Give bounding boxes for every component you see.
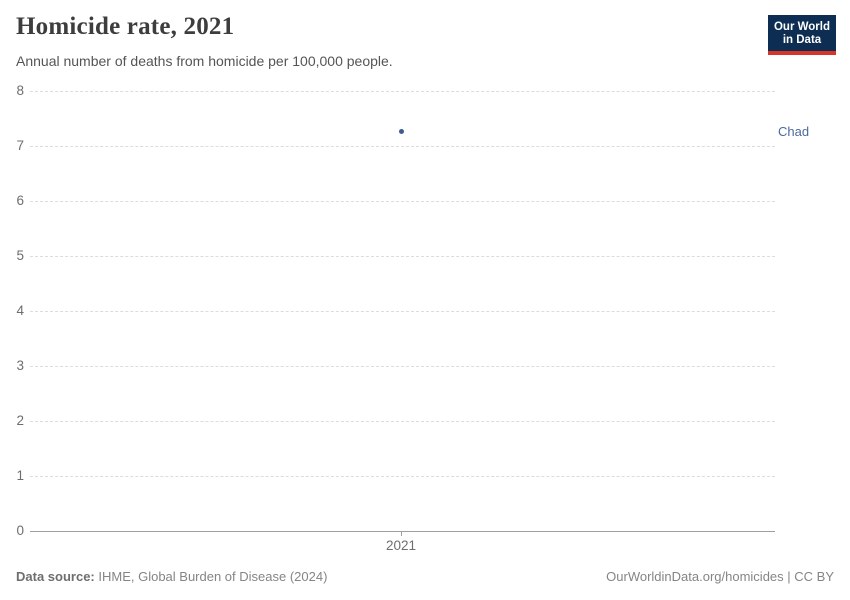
- owid-logo-line2: in Data: [782, 34, 822, 46]
- chart-subtitle: Annual number of deaths from homicide pe…: [16, 53, 393, 69]
- gridline: [30, 146, 775, 147]
- y-axis-tick-label: 3: [16, 358, 24, 373]
- x-axis-baseline: [30, 531, 775, 532]
- data-source-link[interactable]: IHME, Global Burden of Disease (2024): [94, 569, 328, 584]
- gridline: [30, 256, 775, 257]
- y-axis-tick-label: 1: [16, 468, 24, 483]
- data-point-chad[interactable]: [399, 129, 404, 135]
- gridline: [30, 91, 775, 92]
- y-axis-tick-label: 4: [16, 303, 24, 318]
- x-axis-tick-mark: [401, 531, 402, 536]
- y-axis-tick-label: 2: [16, 413, 24, 428]
- y-axis-tick-label: 6: [16, 193, 24, 208]
- entity-label-chad[interactable]: Chad: [778, 124, 810, 140]
- y-axis-tick-label: 5: [16, 248, 24, 263]
- owid-logo-line1: Our World: [773, 21, 830, 33]
- page-title: Homicide rate, 2021: [16, 13, 235, 40]
- data-source-label: Data source:: [16, 569, 95, 584]
- gridline: [30, 476, 775, 477]
- credit-link[interactable]: OurWorldinData.org/homicides | CC BY: [606, 569, 834, 584]
- y-axis-tick-label: 8: [16, 83, 24, 98]
- owid-logo[interactable]: Our World in Data: [768, 15, 836, 55]
- y-axis-tick-label: 7: [16, 138, 24, 153]
- x-axis-tick-label: 2021: [385, 538, 417, 553]
- gridline: [30, 421, 775, 422]
- gridline: [30, 366, 775, 367]
- gridline: [30, 201, 775, 202]
- y-axis-tick-label: 0: [16, 523, 24, 538]
- footer-source: Data source: IHME, Global Burden of Dise…: [16, 569, 327, 584]
- gridline: [30, 311, 775, 312]
